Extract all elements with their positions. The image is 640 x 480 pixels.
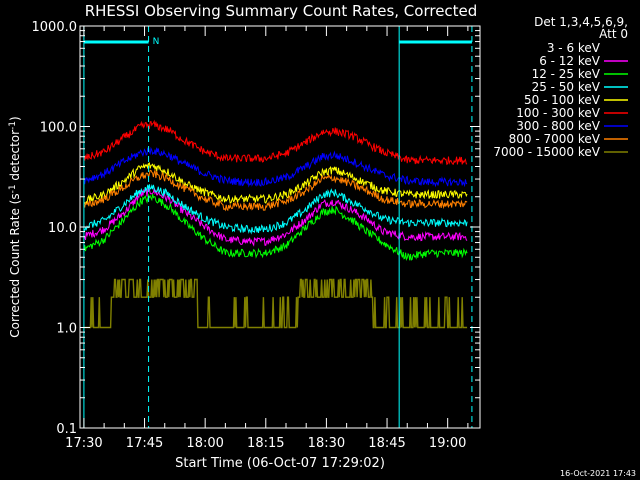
- y-tick-label: 1000.0: [32, 20, 78, 35]
- series-line-8: [83, 168, 468, 212]
- legend-header-line2: Att 0: [599, 27, 628, 41]
- legend-label-6: 100 - 300 keV: [516, 106, 600, 120]
- legend-header-line1: Det 1,3,4,5,6,9,: [534, 15, 628, 29]
- y-tick-label: 1.0: [56, 322, 77, 337]
- x-tick-label: 19:00: [429, 436, 466, 451]
- legend-label-7: 300 - 800 keV: [516, 119, 600, 133]
- series-line-9: [83, 278, 468, 329]
- series-line-7: [83, 146, 468, 188]
- axes: N 0.1 1.0 10.0 100.0 1000.0 17:30 17:45 18:00 18:…: [32, 20, 481, 451]
- x-axis-label: Start Time (06-Oct-07 17:29:02): [175, 456, 385, 471]
- legend-label-2: 6 - 12 keV: [539, 54, 601, 68]
- series-line-4: [83, 184, 468, 235]
- legend-label-8: 800 - 7000 keV: [509, 132, 601, 146]
- legend-label-5: 50 - 100 keV: [524, 93, 601, 107]
- y-tick-label: 0.1: [56, 422, 77, 437]
- legend-label-9: 7000 - 15000 keV: [493, 145, 600, 159]
- chart-title: RHESSI Observing Summary Count Rates, Co…: [85, 2, 478, 20]
- y-axis-label-mid: detector: [8, 130, 22, 185]
- y-tick-label: 10.0: [48, 221, 77, 236]
- legend-label-1: 3 - 6 keV: [547, 41, 601, 55]
- series-line-1: [83, 200, 468, 281]
- y-axis-label-exp1: -1: [8, 184, 18, 193]
- footer-date: 16-Oct-2021 17:43: [560, 469, 636, 478]
- series-line-5: [83, 162, 468, 205]
- y-axis-label-main: Corrected Count Rate (s: [8, 193, 22, 337]
- legend-label-3: 12 - 25 keV: [532, 67, 601, 81]
- y-axis-label-exp2: -1: [8, 121, 18, 130]
- x-tick-label: 18:45: [368, 436, 405, 451]
- x-tick-label: 17:30: [65, 436, 102, 451]
- y-tick-label: 100.0: [40, 121, 77, 136]
- annotation-1: N: [153, 37, 160, 47]
- y-axis-label: Corrected Count Rate (s-1 detector-1): [8, 116, 22, 337]
- plot-area: [83, 119, 468, 329]
- series-line-6: [83, 119, 468, 166]
- y-axis-label-end: ): [8, 116, 22, 121]
- series-line-2: [83, 187, 468, 247]
- legend-label-4: 25 - 50 keV: [532, 80, 601, 94]
- x-tick-label: 18:15: [247, 436, 284, 451]
- x-tick-label: 18:00: [186, 436, 223, 451]
- x-tick-label: 18:30: [308, 436, 345, 451]
- series-line-3: [83, 193, 468, 261]
- x-tick-label: 17:45: [126, 436, 163, 451]
